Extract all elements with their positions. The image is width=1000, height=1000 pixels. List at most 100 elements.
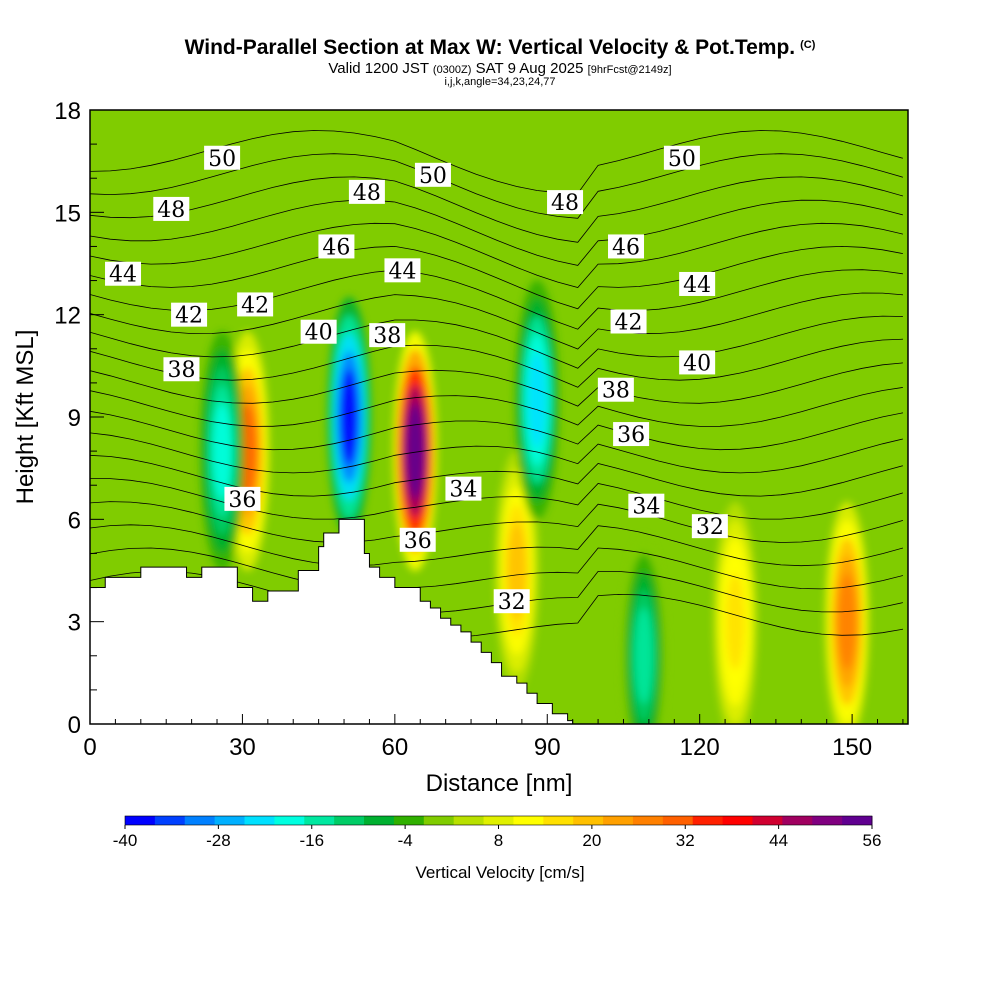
contour-label-text: 34 (449, 478, 477, 503)
colorbar-swatch-17 (632, 816, 664, 825)
contour-label-text: 44 (683, 273, 711, 298)
theta-contour-37 (90, 454, 904, 497)
y-tick-label-2: 6 (68, 507, 81, 534)
contour-label-bg (153, 196, 190, 221)
chart-title: Wind-Parallel Section at Max W: Vertical… (0, 36, 1000, 60)
terrain-mask (89, 518, 908, 725)
grid-params: i,j,k,angle=34,23,24,77 (444, 76, 556, 88)
contour-label-2: 44 (105, 261, 142, 288)
contour-label-13: 34 (445, 476, 482, 503)
contour-label-bg (445, 476, 482, 501)
contour-label-11: 38 (369, 323, 406, 349)
colorbar-tick-label-5: 20 (582, 831, 601, 850)
colorbar-swatch-11 (453, 816, 485, 825)
colorbar-tick-label-2: -16 (299, 831, 324, 850)
theta-contour-46 (90, 245, 903, 310)
contour-label-9: 44 (384, 258, 421, 284)
contour-label-3: 42 (171, 302, 208, 329)
contour-label-text: 50 (668, 147, 696, 172)
contour-label-bg (105, 261, 142, 286)
colorbar-tick-label-6: 32 (676, 831, 695, 850)
theta-contour-34 (90, 524, 904, 567)
theta-contour-47 (90, 222, 903, 288)
theta-contour-40 (90, 387, 903, 427)
forecast-info: [9hrFcst@2149z] (587, 64, 672, 76)
contour-label-15: 32 (493, 589, 530, 615)
theta-contour-51 (90, 130, 904, 194)
contour-label-text: 34 (632, 495, 660, 520)
x-tick-label-1: 30 (229, 734, 256, 761)
valid-time-date: SAT 9 Aug 2025 (475, 60, 584, 77)
contour-label-21: 40 (679, 350, 716, 376)
valid-time-utc: (0300Z) (432, 64, 472, 76)
contour-label-23: 36 (613, 422, 650, 448)
theta-contour-33 (90, 547, 903, 590)
colorbar-swatch-13 (513, 816, 544, 825)
colorbar-swatch-7 (334, 816, 365, 825)
y-tick-label-1: 3 (68, 610, 81, 637)
y-axis-label: Height [Kft MSL] (12, 330, 39, 505)
colorbar-tick-label-8: 56 (863, 831, 882, 850)
colorbar-tick-label-3: -4 (398, 831, 413, 850)
contour-label-bg (610, 309, 647, 334)
colorbar-swatch-21 (752, 816, 783, 825)
contour-label-7: 48 (348, 179, 385, 206)
contour-label-bg (163, 357, 200, 382)
contour-label-bg (171, 302, 208, 327)
contour-label-text: 36 (404, 529, 432, 554)
colorbar-swatch-6 (304, 816, 335, 825)
contour-label-16: 50 (663, 145, 700, 172)
y-tick-label-0: 0 (68, 712, 81, 739)
contour-label-text: 32 (696, 515, 724, 540)
contour-label-text: 44 (109, 263, 137, 288)
theta-contour-42 (90, 338, 903, 388)
contour-label-text: 32 (498, 590, 526, 615)
contour-label-text: 42 (175, 304, 203, 329)
contour-label-text: 38 (602, 379, 630, 404)
valid-time-prefix: Valid 1200 JST (328, 60, 429, 77)
colorbar: -40 -28 -16 -4 8 20 32 44 56 (113, 815, 882, 850)
contour-label-text: 48 (353, 181, 381, 206)
contour-label-text: 42 (615, 310, 643, 335)
contour-label-17: 48 (547, 190, 584, 216)
colorbar-swatch-23 (812, 816, 843, 825)
contour-label-bg (663, 145, 700, 170)
contour-label-24: 34 (628, 493, 665, 520)
x-axis-label: Distance [nm] (426, 770, 573, 797)
y-tick-label-3: 9 (68, 405, 81, 432)
contour-label-bg (414, 162, 451, 187)
contour-label-bg (597, 377, 634, 402)
contour-label-bg (399, 527, 436, 552)
colorbar-swatch-8 (364, 816, 395, 825)
colorbar-swatch-0 (125, 816, 156, 825)
updraft-core-1-ring-5 (405, 403, 425, 500)
colorbar-label: Vertical Velocity [cm/s] (415, 863, 585, 882)
colorbar-swatch-15 (573, 816, 604, 825)
colorbar-swatch-14 (543, 816, 574, 825)
colorbar-swatch-24 (842, 816, 873, 825)
updraft-core-3-ring-5 (726, 573, 745, 670)
contour-label-text: 48 (551, 191, 579, 216)
contour-label-bg (608, 234, 645, 259)
contour-label-bg (369, 323, 406, 348)
downdraft-core-2-ring-5 (527, 351, 547, 448)
contour-label-12: 36 (224, 486, 261, 513)
x-tick-label-5: 150 (832, 734, 872, 761)
contour-label-bg (348, 179, 385, 204)
colorbar-swatch-22 (782, 816, 813, 825)
contour-label-text: 44 (388, 259, 416, 284)
contour-label-text: 36 (228, 488, 256, 513)
contour-label-6: 46 (318, 234, 355, 260)
contour-label-19: 44 (679, 271, 716, 298)
contour-label-text: 38 (373, 324, 401, 349)
contour-label-4: 42 (237, 292, 274, 318)
contour-label-5: 38 (163, 357, 200, 383)
contour-label-text: 46 (322, 235, 350, 260)
colorbar-swatch-1 (154, 816, 186, 825)
contour-label-18: 46 (608, 234, 645, 260)
colorbar-swatch-18 (662, 816, 694, 825)
colorbar-swatch-19 (692, 816, 724, 825)
y-tick-label-6: 18 (54, 98, 81, 125)
colorbar-swatch-5 (274, 816, 305, 825)
